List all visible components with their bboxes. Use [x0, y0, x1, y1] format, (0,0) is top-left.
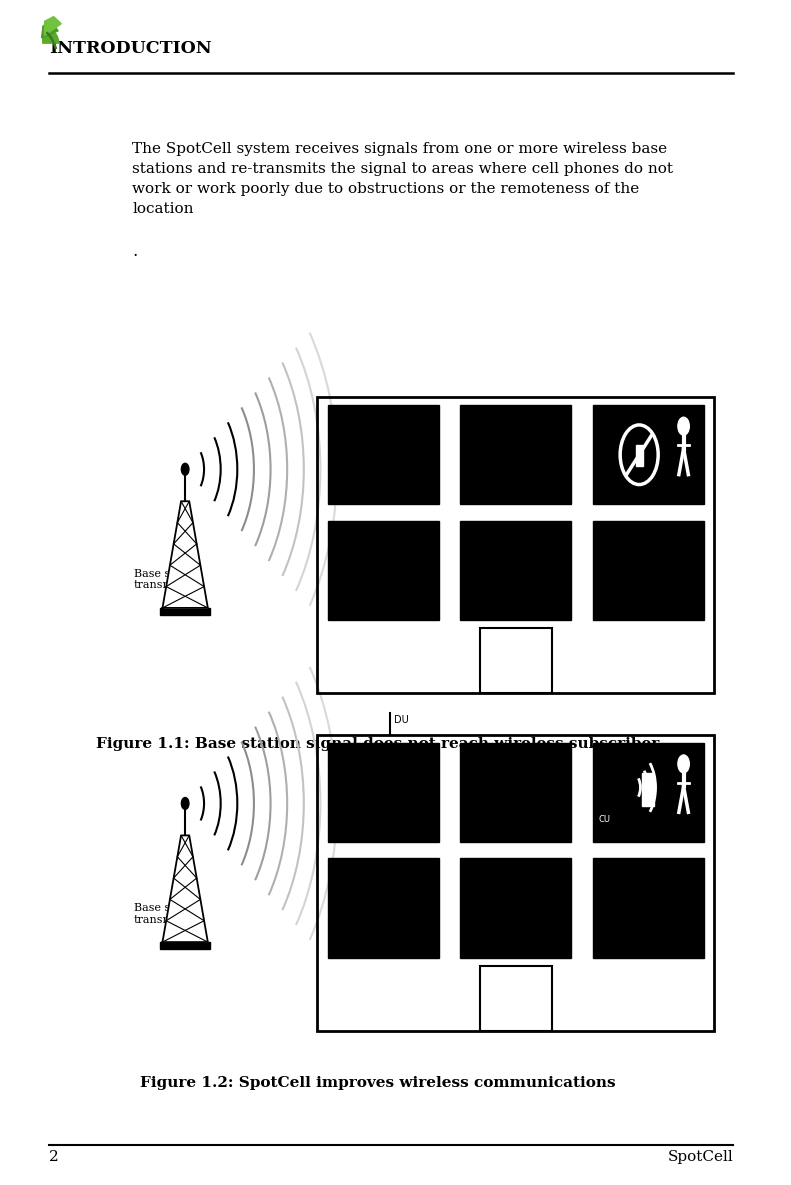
Bar: [328, 858, 439, 957]
Bar: [592, 520, 704, 620]
Bar: [460, 520, 571, 620]
Bar: [161, 942, 210, 949]
Circle shape: [678, 417, 689, 435]
Text: Base station
transmitter: Base station transmitter: [134, 903, 203, 924]
Text: 2: 2: [49, 1149, 59, 1164]
Text: .: .: [132, 243, 138, 260]
Text: DU: DU: [394, 716, 409, 725]
Text: The SpotCell system receives signals from one or more wireless base
stations and: The SpotCell system receives signals fro…: [132, 142, 673, 217]
Polygon shape: [162, 501, 208, 608]
Bar: [592, 743, 704, 843]
Polygon shape: [44, 17, 61, 36]
Bar: [642, 774, 654, 807]
Bar: [460, 743, 571, 843]
Bar: [328, 743, 439, 843]
Bar: [317, 397, 714, 693]
Bar: [480, 628, 551, 693]
Text: Base station
transmitter: Base station transmitter: [134, 569, 203, 590]
Polygon shape: [162, 835, 208, 942]
Circle shape: [678, 755, 689, 773]
Bar: [480, 966, 551, 1031]
Circle shape: [181, 798, 189, 809]
Text: SpotCell: SpotCell: [668, 1149, 733, 1164]
Text: INTRODUCTION: INTRODUCTION: [49, 40, 212, 57]
Bar: [460, 405, 571, 505]
Text: CU: CU: [598, 815, 610, 825]
Bar: [317, 735, 714, 1031]
Circle shape: [181, 463, 189, 475]
Bar: [161, 608, 210, 615]
Bar: [328, 405, 439, 505]
Bar: [592, 405, 704, 505]
Text: Figure 1.2: SpotCell improves wireless communications: Figure 1.2: SpotCell improves wireless c…: [140, 1076, 615, 1090]
Bar: [636, 446, 643, 466]
Bar: [328, 520, 439, 620]
Polygon shape: [42, 21, 59, 38]
Text: Figure 1.1: Base station signal does not reach wireless subscriber: Figure 1.1: Base station signal does not…: [97, 737, 660, 751]
Bar: [460, 858, 571, 957]
Bar: [592, 858, 704, 957]
